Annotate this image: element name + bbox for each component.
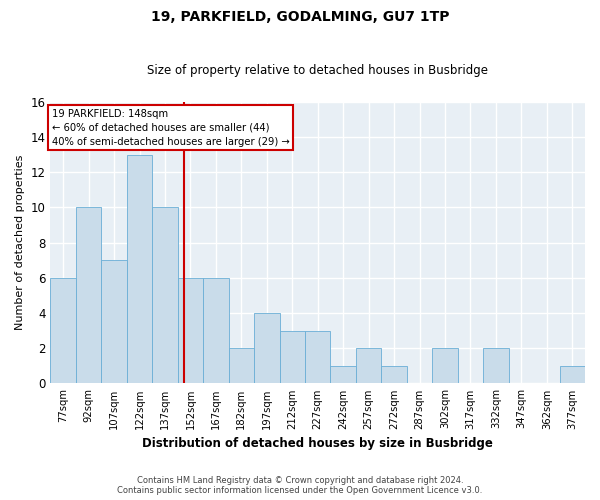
Y-axis label: Number of detached properties: Number of detached properties <box>15 155 25 330</box>
Text: 19, PARKFIELD, GODALMING, GU7 1TP: 19, PARKFIELD, GODALMING, GU7 1TP <box>151 10 449 24</box>
Bar <box>280 330 305 384</box>
Bar <box>229 348 254 384</box>
Bar <box>127 154 152 384</box>
Bar <box>483 348 509 384</box>
Bar <box>178 278 203 384</box>
Bar <box>50 278 76 384</box>
Bar <box>305 330 331 384</box>
Bar <box>254 313 280 384</box>
X-axis label: Distribution of detached houses by size in Busbridge: Distribution of detached houses by size … <box>142 437 493 450</box>
Bar <box>101 260 127 384</box>
Bar <box>356 348 382 384</box>
Title: Size of property relative to detached houses in Busbridge: Size of property relative to detached ho… <box>147 64 488 77</box>
Bar <box>432 348 458 384</box>
Text: Contains HM Land Registry data © Crown copyright and database right 2024.
Contai: Contains HM Land Registry data © Crown c… <box>118 476 482 495</box>
Bar <box>152 208 178 384</box>
Bar <box>560 366 585 384</box>
Bar <box>331 366 356 384</box>
Bar <box>382 366 407 384</box>
Bar <box>203 278 229 384</box>
Text: 19 PARKFIELD: 148sqm
← 60% of detached houses are smaller (44)
40% of semi-detac: 19 PARKFIELD: 148sqm ← 60% of detached h… <box>52 109 289 147</box>
Bar <box>76 208 101 384</box>
